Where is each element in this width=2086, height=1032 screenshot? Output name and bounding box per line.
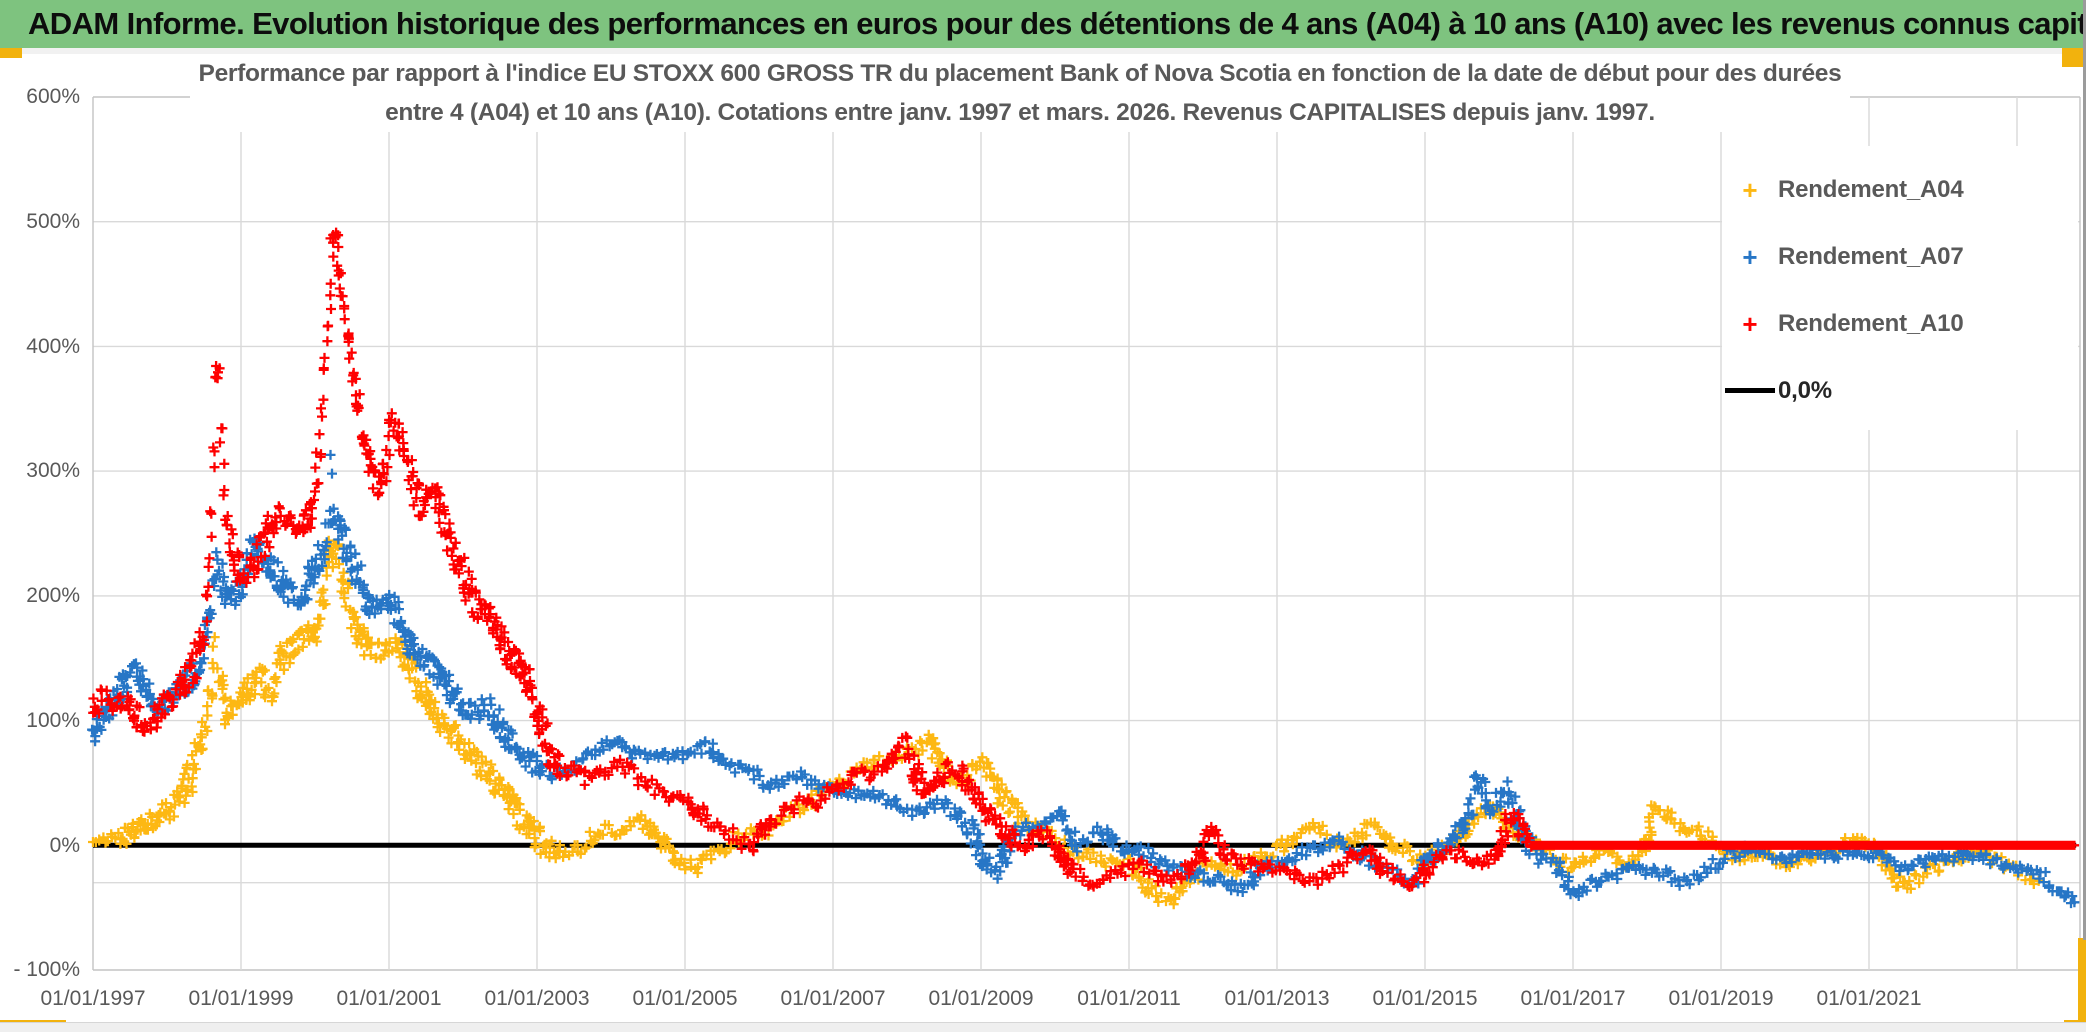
x-axis-label-2021: 01/01/2021 (1816, 987, 1922, 1010)
header-shadow (0, 48, 2086, 54)
legend-label: 0,0% (1778, 376, 1832, 404)
x-axis-label-2003: 01/01/2003 (484, 987, 590, 1010)
corner-accent-top-right (2062, 48, 2084, 67)
x-axis-label-2005: 01/01/2005 (632, 987, 738, 1010)
header-bar (0, 0, 2083, 48)
legend: + Rendement_A04 + Rendement_A07 + Rendem… (1722, 146, 2078, 430)
y-axis-label-200: 200% (26, 584, 80, 607)
x-axis-label-2017: 01/01/2017 (1520, 987, 1626, 1010)
x-axis-label-2015: 01/01/2015 (1372, 987, 1478, 1010)
legend-item-rendement-a07: + Rendement_A07 (1722, 223, 2078, 290)
legend-item-zero-line: 0,0% (1722, 357, 2078, 424)
x-axis-label-2019: 01/01/2019 (1668, 987, 1774, 1010)
legend-item-rendement-a04: + Rendement_A04 (1722, 156, 2078, 223)
y-axis-label-400: 400% (26, 335, 80, 358)
y-axis-label-neg100: - 100% (13, 958, 80, 981)
x-axis-label-2013: 01/01/2013 (1224, 987, 1330, 1010)
y-axis-label-300: 300% (26, 459, 80, 482)
x-axis-label-1997: 01/01/1997 (40, 987, 146, 1010)
x-axis-label-2009: 01/01/2009 (928, 987, 1034, 1010)
legend-label: Rendement_A04 (1778, 175, 1964, 203)
chart-title-line-2: entre 4 (A04) et 10 ans (A10). Cotations… (385, 99, 1655, 126)
x-axis-label-2007: 01/01/2007 (780, 987, 886, 1010)
x-axis-label-2011: 01/01/2011 (1077, 987, 1181, 1010)
x-axis-label-1999: 01/01/1999 (188, 987, 294, 1010)
edge-accent-right (2078, 938, 2086, 1024)
chart-title: Performance par rapport à l'indice EU ST… (190, 54, 1850, 132)
bottom-edge-strip (0, 1022, 2086, 1032)
x-axis-label-2001: 01/01/2001 (336, 987, 442, 1010)
y-axis-label-0: 0% (49, 834, 80, 857)
plus-marker-icon: + (1742, 241, 1758, 272)
y-axis-label-100: 100% (26, 709, 80, 732)
plus-marker-icon: + (1742, 174, 1758, 205)
plus-marker-icon: + (1742, 308, 1758, 339)
right-edge-strip (2083, 0, 2086, 940)
chart-title-line-1: Performance par rapport à l'indice EU ST… (198, 60, 1842, 87)
corner-accent-top-left (0, 48, 22, 58)
zero-line-sample (1725, 388, 1775, 393)
legend-label: Rendement_A10 (1778, 309, 1964, 337)
y-axis-label-500: 500% (26, 210, 80, 233)
legend-item-rendement-a10: + Rendement_A10 (1722, 290, 2078, 357)
header-title: ADAM Informe. Evolution historique des p… (28, 6, 2086, 41)
y-axis-label-600: 600% (26, 85, 80, 108)
legend-label: Rendement_A07 (1778, 242, 1964, 270)
